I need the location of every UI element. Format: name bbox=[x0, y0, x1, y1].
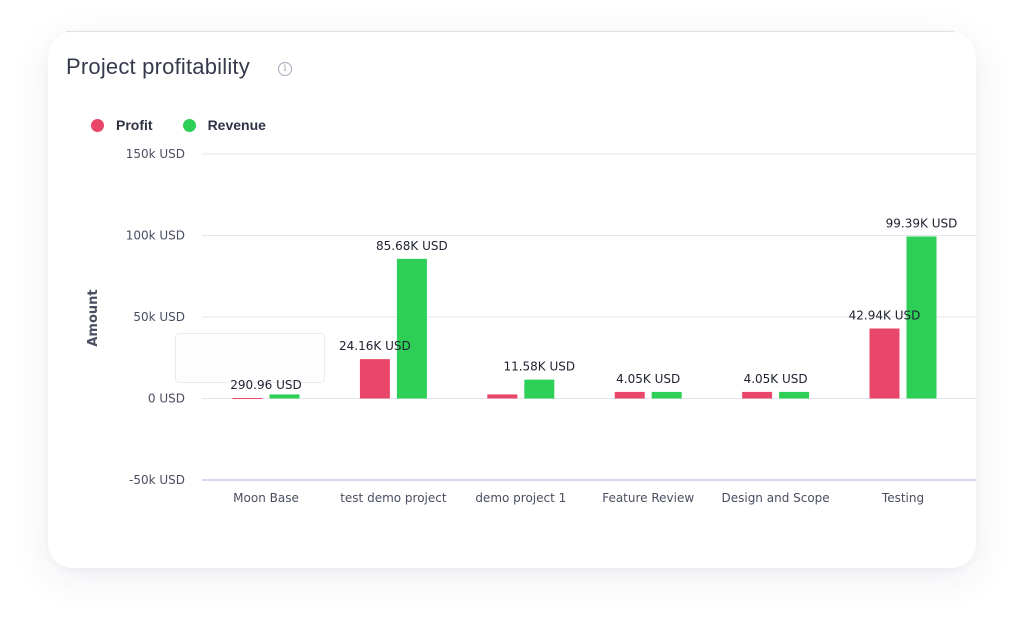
chart-card bbox=[48, 32, 976, 568]
data-label: 99.39K USD bbox=[886, 216, 958, 230]
y-tick-label: 150k USD bbox=[126, 147, 185, 161]
bar-profit bbox=[232, 398, 263, 400]
data-label: 11.58K USD bbox=[503, 360, 575, 374]
info-icon[interactable]: i bbox=[278, 62, 292, 76]
legend-item-profit[interactable]: Profit bbox=[91, 117, 153, 133]
x-tick-label: Testing bbox=[881, 491, 924, 505]
bar-revenue bbox=[524, 379, 555, 399]
bar-profit bbox=[869, 328, 900, 399]
data-label: 4.05K USD bbox=[744, 372, 808, 386]
legend-item-revenue[interactable]: Revenue bbox=[182, 117, 266, 133]
chart-legend: Profit Revenue bbox=[91, 117, 296, 133]
data-label: 85.68K USD bbox=[376, 239, 448, 253]
data-label: 24.16K USD bbox=[339, 339, 411, 353]
bar-revenue bbox=[269, 394, 300, 399]
data-label: 42.94K USD bbox=[849, 309, 921, 323]
bar-revenue bbox=[651, 391, 682, 399]
legend-label-revenue: Revenue bbox=[207, 117, 266, 133]
x-tick-label: Moon Base bbox=[233, 491, 299, 505]
y-tick-label: 100k USD bbox=[126, 229, 185, 243]
y-tick-label: 50k USD bbox=[133, 310, 185, 324]
faded-tooltip bbox=[175, 333, 325, 383]
legend-dot-profit bbox=[91, 118, 104, 132]
card-title: Project profitability bbox=[66, 54, 250, 79]
bar-profit bbox=[614, 391, 645, 399]
y-tick-label: 0 USD bbox=[148, 392, 185, 406]
data-label: 4.05K USD bbox=[616, 372, 680, 386]
y-tick-label: -50k USD bbox=[129, 473, 185, 487]
bar-profit bbox=[742, 391, 773, 399]
bar-profit bbox=[359, 359, 390, 399]
data-label: 290.96 USD bbox=[230, 378, 301, 392]
bar-revenue bbox=[906, 236, 937, 399]
x-tick-label: test demo project bbox=[340, 491, 447, 505]
legend-label-profit: Profit bbox=[116, 117, 153, 133]
bar-revenue bbox=[396, 258, 427, 399]
y-axis-label: Amount bbox=[86, 289, 101, 346]
x-tick-label: demo project 1 bbox=[475, 491, 566, 505]
x-tick-label: Design and Scope bbox=[721, 491, 829, 505]
x-tick-label: Feature Review bbox=[602, 491, 694, 505]
top-divider bbox=[66, 31, 954, 32]
bar-profit bbox=[487, 394, 518, 399]
bar-revenue bbox=[779, 391, 810, 399]
legend-dot-revenue bbox=[182, 118, 196, 132]
